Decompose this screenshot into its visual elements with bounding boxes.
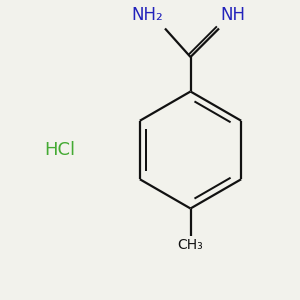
Text: CH₃: CH₃ [178,238,203,252]
Text: NH₂: NH₂ [132,6,164,24]
Text: HCl: HCl [44,141,76,159]
Text: NH: NH [220,6,245,24]
